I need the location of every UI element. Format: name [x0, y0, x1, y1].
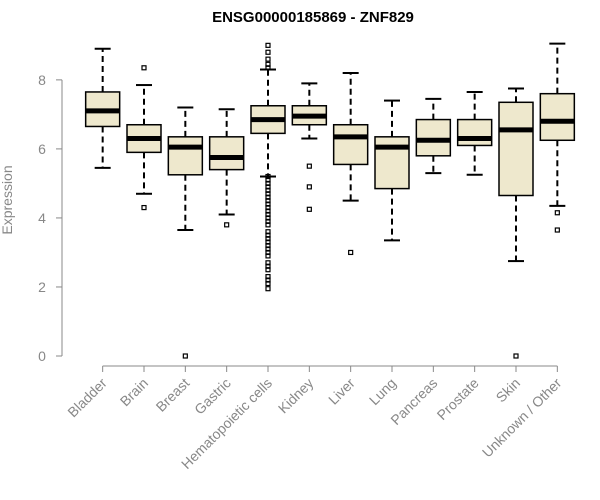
- box-hematopoietic-cells: [250, 42, 286, 292]
- outlier-point: [306, 163, 312, 169]
- box-prostate: [456, 90, 493, 176]
- chart-title: ENSG00000185869 - ZNF829: [212, 9, 414, 26]
- x-tick-label-breast: Breast: [153, 375, 193, 415]
- box-kidney: [291, 82, 328, 212]
- x-tick-label-bladder: Bladder: [64, 375, 110, 421]
- iqr-box: [456, 118, 493, 147]
- outlier-point: [265, 286, 271, 292]
- iqr-box: [415, 118, 452, 157]
- outlier-point: [265, 65, 271, 71]
- x-tick-label-liver: Liver: [325, 375, 358, 408]
- outlier-point: [182, 353, 188, 359]
- box-pancreas: [415, 97, 452, 175]
- x-tick-label-brain: Brain: [117, 375, 151, 409]
- outlier-point: [141, 204, 147, 211]
- iqr-box: [539, 92, 576, 142]
- outlier-point: [513, 353, 519, 359]
- x-tick-label-skin: Skin: [493, 375, 524, 406]
- x-tick-label-lung: Lung: [366, 375, 399, 408]
- outlier-point: [265, 49, 271, 55]
- x-tick-label-kidney: Kidney: [275, 375, 317, 417]
- iqr-box: [332, 123, 369, 166]
- y-tick-label: 6: [38, 141, 46, 157]
- outlier-point: [265, 280, 271, 287]
- iqr-box: [167, 136, 204, 176]
- outlier-point: [348, 249, 354, 256]
- y-tick-label: 2: [38, 279, 46, 295]
- outlier-point: [224, 222, 230, 228]
- box-gastric: [208, 108, 245, 228]
- outlier-point: [265, 222, 271, 228]
- box-brain: [126, 65, 162, 211]
- outlier-point: [141, 65, 147, 71]
- y-tick-label: 4: [38, 210, 46, 226]
- iqr-box: [208, 136, 245, 171]
- outlier-point: [265, 42, 271, 48]
- iqr-box: [374, 136, 410, 190]
- x-tick-label-prostate: Prostate: [434, 375, 482, 423]
- boxes: [84, 42, 576, 359]
- box-lung: [374, 99, 410, 242]
- box-skin: [498, 87, 534, 359]
- box-liver: [332, 71, 369, 256]
- box-unknown-other: [539, 42, 576, 233]
- outlier-point: [306, 206, 312, 212]
- y-tick-label: 0: [38, 348, 46, 364]
- iqr-box: [498, 101, 534, 197]
- y-axis: 0 2 4 6 8: [38, 72, 63, 364]
- box-breast: [167, 106, 204, 359]
- outlier-point: [265, 56, 271, 62]
- outlier-point: [265, 253, 271, 259]
- outlier-point: [265, 267, 271, 273]
- outlier-point: [554, 227, 560, 233]
- outlier-point: [306, 184, 312, 190]
- y-axis-label: Expression: [0, 165, 15, 234]
- outlier-point: [554, 210, 560, 216]
- y-tick-label: 8: [38, 72, 46, 88]
- box-bladder: [84, 47, 121, 169]
